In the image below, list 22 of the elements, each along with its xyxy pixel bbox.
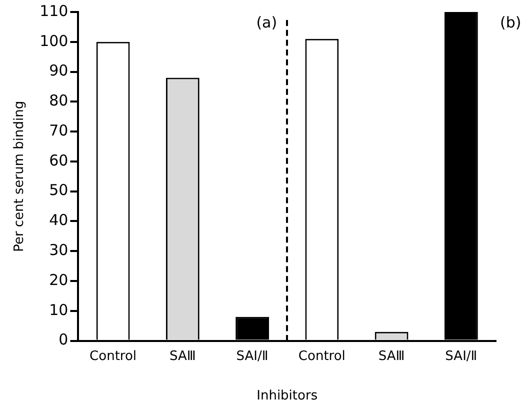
x-tick-label: SAⅢ xyxy=(169,348,196,364)
y-tick-label: 20 xyxy=(49,270,68,289)
y-tick-label: 110 xyxy=(40,2,68,20)
x-tick-label: Control xyxy=(90,348,137,364)
y-axis-title: Per cent serum binding xyxy=(12,100,28,252)
x-tick-label: Control xyxy=(298,348,346,364)
x-tick-label: SAI/Ⅱ xyxy=(236,348,268,364)
y-tick-label: 60 xyxy=(49,151,68,170)
y-tick-label: 70 xyxy=(49,121,68,140)
y-tick-label: 100 xyxy=(40,32,68,50)
x-axis-title: Inhibitors xyxy=(256,388,318,404)
y-tick-label: 30 xyxy=(49,241,68,260)
y-tick-label: 10 xyxy=(49,300,68,319)
y-tick-label: 40 xyxy=(49,211,68,230)
annotation: (a) xyxy=(256,13,278,32)
y-tick-label: 50 xyxy=(49,181,68,200)
y-tick-label: 0 xyxy=(58,330,68,349)
x-tick-label: SAⅢ xyxy=(378,348,405,364)
y-tick-label: 80 xyxy=(49,92,68,110)
y-tick-label: 90 xyxy=(49,62,68,80)
text: (b) xyxy=(500,13,522,32)
x-tick-label: SAI/Ⅱ xyxy=(445,348,478,364)
